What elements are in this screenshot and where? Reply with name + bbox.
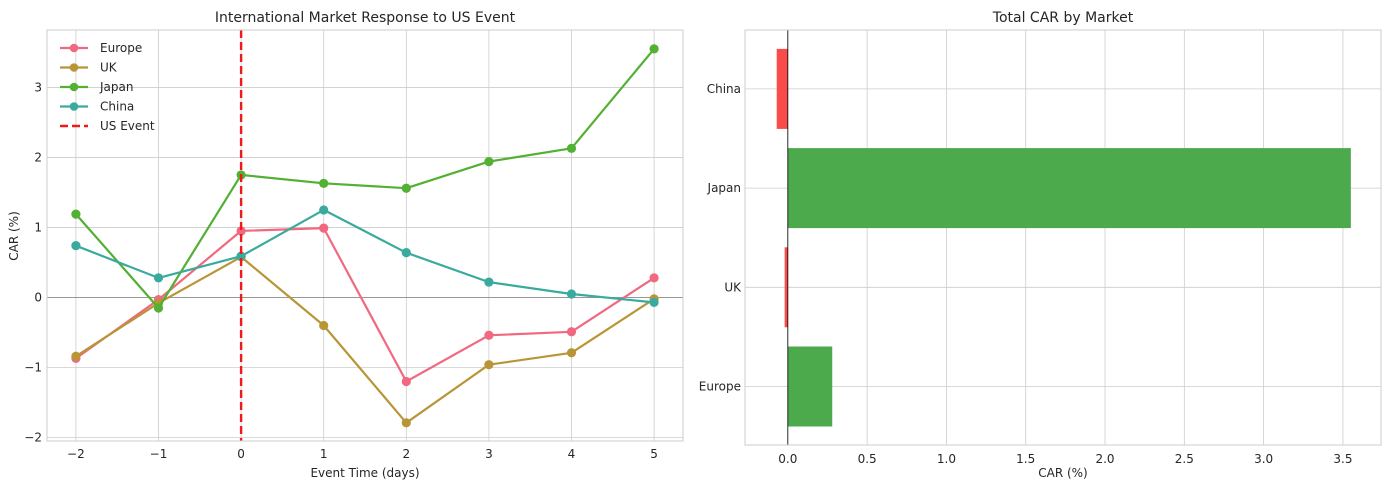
data-point-japan — [153, 303, 164, 313]
bar-chart-plot-area — [744, 29, 1382, 446]
series-line-uk — [75, 255, 655, 424]
data-point-europe — [566, 327, 577, 337]
category-label-china: China — [707, 82, 741, 96]
legend-marker-china — [69, 102, 79, 111]
y-tick-label: −1 — [24, 360, 42, 374]
bar-group — [776, 48, 1351, 427]
legend-label-china: China — [100, 100, 134, 114]
x-tick-label: 2.5 — [1175, 452, 1194, 466]
line-series-group — [71, 44, 659, 428]
x-tick-label: 2 — [402, 447, 410, 461]
data-point-china — [71, 241, 81, 251]
x-tick-label: 5 — [650, 447, 658, 461]
data-point-china — [153, 273, 164, 283]
data-point-uk — [319, 320, 329, 331]
bar-china — [776, 48, 788, 129]
bar-uk — [784, 247, 788, 328]
x-tick-label: 1.0 — [937, 452, 956, 466]
legend-label-japan: Japan — [99, 80, 133, 94]
data-point-europe — [484, 330, 494, 340]
x-tick-label: 1 — [320, 447, 328, 461]
data-point-japan — [319, 178, 329, 188]
y-tick-label: −2 — [24, 430, 42, 444]
data-point-china — [649, 297, 659, 307]
data-point-uk — [401, 418, 411, 428]
data-point-uk — [71, 351, 81, 361]
x-tick-label: 0.5 — [858, 452, 877, 466]
legend-label-uk: UK — [100, 61, 118, 75]
legend-label-europe: Europe — [100, 41, 142, 55]
data-point-china — [566, 289, 577, 299]
line-chart-title: International Market Response to US Even… — [215, 10, 516, 26]
legend-marker-japan — [69, 82, 79, 92]
line-chart-y-ticks: −2 −1 0 1 2 3 — [24, 80, 42, 444]
bar-chart-title: Total CAR by Market — [992, 10, 1134, 26]
line-chart-y-label: CAR (%) — [7, 211, 21, 261]
line-chart-grid — [47, 30, 683, 441]
legend-marker-europe — [69, 43, 79, 53]
x-tick-label: 3.5 — [1333, 452, 1352, 466]
category-label-uk: UK — [724, 280, 742, 294]
data-point-europe — [236, 226, 246, 236]
x-tick-label: −1 — [150, 447, 168, 461]
bar-chart-grid — [745, 30, 1381, 445]
data-point-china — [236, 251, 246, 261]
data-point-europe — [649, 273, 659, 283]
legend-marker-uk — [69, 63, 79, 72]
bar-chart-y-ticks: Europe UK Japan China — [699, 82, 742, 394]
data-point-uk — [566, 348, 577, 358]
bar-chart-x-ticks: 0.0 0.5 1.0 1.5 2.0 2.5 3.0 3.5 — [778, 452, 1352, 466]
data-point-japan — [649, 44, 659, 54]
data-point-europe — [319, 223, 329, 233]
bar-japan — [787, 148, 1351, 229]
x-tick-label: −2 — [67, 447, 85, 461]
y-tick-label: 0 — [34, 290, 42, 304]
x-tick-label: 1.5 — [1016, 452, 1035, 466]
y-tick-label: 3 — [34, 80, 42, 94]
data-point-china — [484, 277, 494, 287]
category-label-europe: Europe — [699, 380, 741, 394]
bar-europe — [787, 346, 833, 427]
data-point-china — [401, 248, 411, 258]
x-tick-label: 0.0 — [778, 452, 797, 466]
category-label-japan: Japan — [707, 181, 741, 195]
data-point-japan — [71, 209, 81, 219]
x-tick-label: 2.0 — [1095, 452, 1114, 466]
line-chart-plot-area — [46, 29, 684, 442]
line-chart: International Market Response to US Even… — [7, 10, 684, 480]
legend-label-us-event: US Event — [100, 119, 155, 133]
line-chart-legend: Europe UK Japan China US Event — [60, 41, 155, 133]
x-tick-label: 3.0 — [1254, 452, 1273, 466]
data-point-europe — [401, 376, 411, 387]
series-line-japan — [75, 48, 655, 310]
data-point-uk — [484, 360, 494, 370]
x-tick-label: 0 — [237, 447, 245, 461]
y-tick-label: 2 — [34, 150, 42, 164]
data-point-japan — [484, 157, 494, 167]
bar-chart: Total CAR by Market 0.0 0.5 1.0 1.5 2.0 2.5 3.… — [699, 10, 1382, 480]
y-tick-label: 1 — [34, 220, 42, 234]
line-chart-x-ticks: −2 −1 0 1 2 3 4 5 — [67, 447, 658, 461]
line-chart-x-label: Event Time (days) — [310, 466, 419, 480]
data-point-japan — [566, 143, 577, 153]
x-tick-label: 3 — [485, 447, 493, 461]
bar-chart-x-label: CAR (%) — [1038, 466, 1088, 480]
data-point-china — [319, 205, 329, 215]
series-line-china — [75, 208, 655, 304]
data-point-japan — [401, 183, 411, 193]
x-tick-label: 4 — [568, 447, 576, 461]
series-line-europe — [75, 227, 655, 383]
